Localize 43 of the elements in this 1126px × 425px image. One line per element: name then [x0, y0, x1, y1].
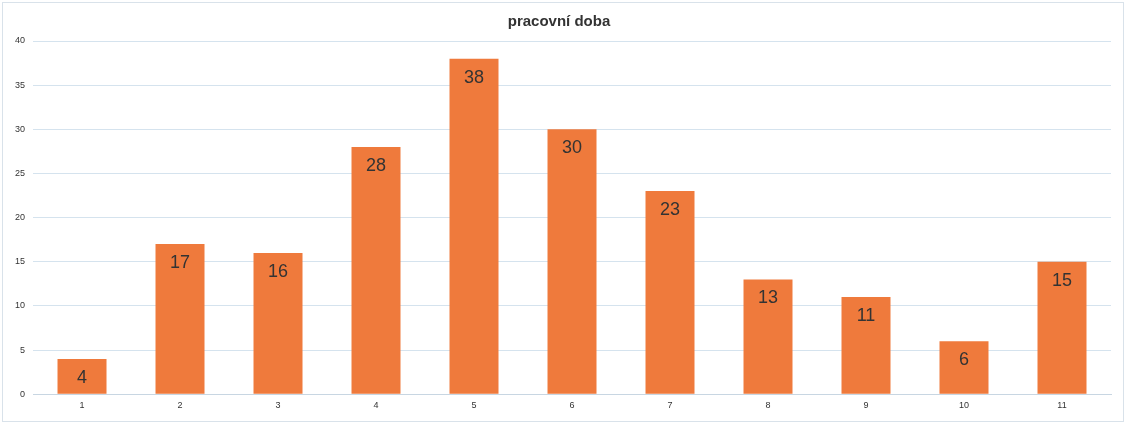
data-label: 30 [561, 137, 583, 158]
data-label: 6 [958, 349, 970, 370]
y-tick-label: 30 [15, 123, 26, 134]
bar [743, 279, 793, 394]
bar [155, 244, 205, 394]
data-label: 38 [463, 66, 485, 87]
y-tick-label: 15 [15, 256, 26, 267]
x-tick-label: 1 [79, 400, 85, 411]
data-label: 23 [659, 199, 681, 220]
bar [1037, 261, 1087, 394]
chart-title: pracovní doba [507, 12, 611, 30]
y-tick-label: 20 [15, 212, 26, 223]
x-tick-label: 7 [667, 400, 673, 411]
x-tick-label: 10 [958, 400, 970, 411]
x-tick-label: 5 [471, 400, 477, 411]
y-tick-label: 10 [15, 300, 26, 311]
data-label: 13 [757, 287, 779, 308]
y-tick-label: 5 [20, 344, 26, 355]
x-tick-label: 4 [373, 400, 379, 411]
y-tick-label: 35 [15, 79, 26, 90]
y-tick-label: 25 [15, 167, 26, 178]
y-tick-label: 0 [20, 388, 26, 399]
data-label: 11 [856, 305, 876, 326]
x-tick-label: 2 [177, 400, 183, 411]
x-tick-label: 11 [1057, 400, 1067, 411]
x-tick-label: 8 [765, 400, 771, 411]
data-label: 15 [1051, 269, 1073, 290]
bar [351, 146, 401, 394]
data-label: 4 [77, 366, 88, 387]
bar [939, 341, 989, 394]
x-tick-label: 9 [863, 400, 869, 411]
data-label: 17 [169, 252, 191, 273]
bar [841, 297, 891, 394]
x-tick-label: 6 [569, 400, 575, 411]
bar [253, 252, 303, 394]
x-tick-label: 3 [275, 400, 281, 411]
y-tick-label: 40 [15, 35, 26, 46]
bar [57, 358, 107, 394]
bar [449, 58, 499, 394]
bar [547, 129, 597, 394]
data-label: 28 [365, 154, 387, 175]
data-label: 16 [267, 260, 289, 281]
bar [645, 191, 695, 394]
